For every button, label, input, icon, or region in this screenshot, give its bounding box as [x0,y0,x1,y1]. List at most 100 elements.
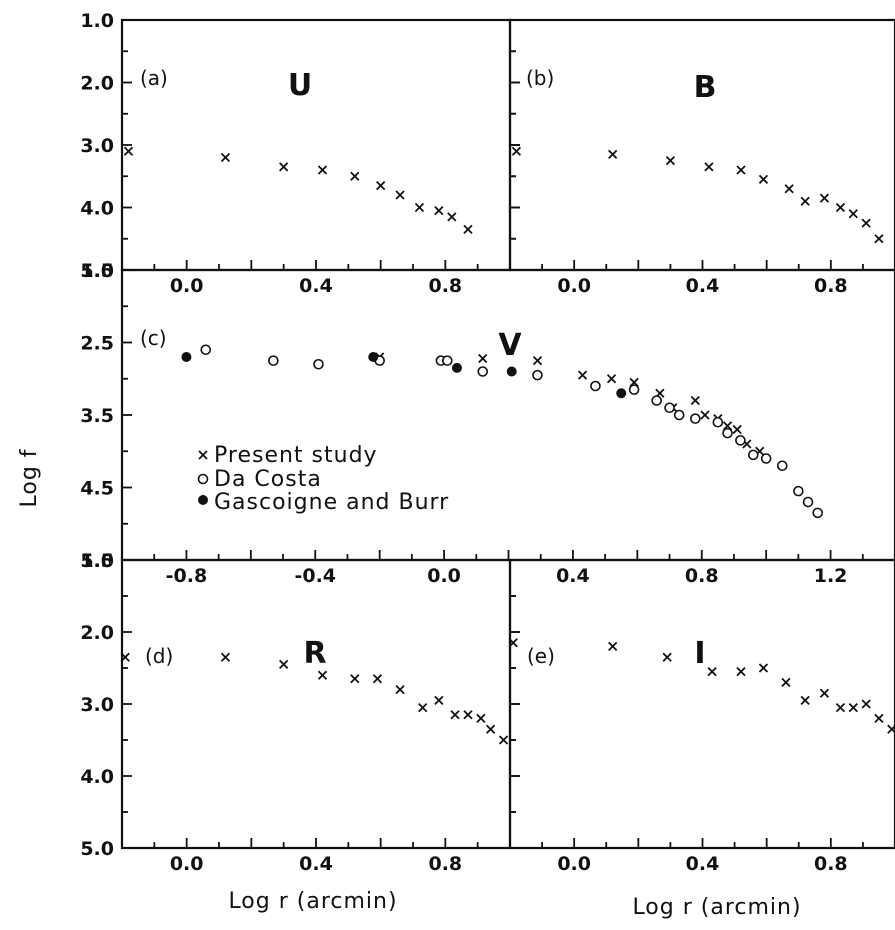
point-gascoigne-burr [506,366,517,377]
point-da-costa [690,413,701,424]
legend-marker-dacosta [197,473,209,485]
point-da-costa [802,496,814,508]
point-da-costa [664,402,675,414]
point-present-study [861,218,871,228]
point-da-costa [712,416,724,428]
band-label: R [303,636,326,671]
point-present-study [279,659,289,670]
point-present-study [532,355,543,366]
point-present-study [279,162,289,172]
point-da-costa [812,507,824,519]
y-tick-label: 4.0 [80,766,114,788]
x-tick-label: 0.0 [170,853,204,875]
point-present-study [434,205,444,216]
point-da-costa [776,460,788,472]
panel-tag: (c) [140,326,167,350]
x-tick-label: 0.0 [170,275,204,297]
point-present-study [784,184,794,194]
point-present-study [848,209,858,219]
point-present-study [835,702,846,713]
x-tick-label: 0.8 [428,275,462,297]
point-gascoigne-burr [368,352,379,362]
panel-tag: (a) [140,66,168,90]
x-tick-label: 0.4 [299,275,333,297]
point-da-costa [651,395,662,406]
point-present-study [819,688,830,698]
point-da-costa [200,344,212,356]
point-present-study [498,735,509,745]
point-present-study [819,193,830,203]
point-present-study [508,638,518,648]
point-da-costa [532,369,543,381]
point-present-study [395,190,405,200]
x-tick-label: 0.8 [814,853,848,875]
x-tick-label: 0.8 [428,853,462,875]
point-present-study [608,641,618,652]
y-tick-label: 5.5 [80,550,114,572]
band-label: I [694,636,705,671]
point-present-study [690,395,700,406]
point-present-study [511,146,522,156]
y-tick-label: 2.5 [80,333,114,355]
point-present-study [722,421,733,431]
point-present-study [447,212,457,222]
x-axis-title-right: Log r (arcmin) [632,895,801,920]
panel-v: -0.8 -0.4 0.0 0.4 0.8 1.2 1.5 2.5 3.5 4.5 5.5 (c) V [80,260,895,587]
panel-tag: (e) [527,644,555,668]
point-da-costa [442,355,453,366]
x-tick-label: -0.8 [166,565,208,587]
point-present-study [463,710,473,720]
point-present-study [835,202,846,213]
x-tick-label: 0.8 [814,275,848,297]
point-present-study [434,695,444,706]
point-present-study [372,674,383,684]
legend: Present study Da Costa Gascoigne and Bur… [197,443,448,515]
point-present-study [418,702,428,713]
point-da-costa [313,358,324,370]
point-present-study [704,162,714,172]
y-tick-label: 1.5 [80,260,114,282]
point-present-study [350,171,360,181]
band-label: B [694,70,717,105]
y-tick-label: 3.0 [80,694,114,716]
y-tick-label: 4.5 [80,478,114,500]
y-tick-label: 5.0 [80,260,114,282]
point-present-study [758,663,769,673]
point-present-study [450,710,460,720]
point-da-costa [747,449,759,461]
point-present-study [414,202,425,213]
point-present-study [758,174,769,185]
panel-b: 0.0 0.4 0.8 (b) B [508,18,895,297]
point-present-study [476,713,486,724]
point-present-study [120,652,130,662]
point-present-study [317,165,328,175]
panel-u: 0.0 0.4 0.8 1.0 2.0 3.0 4.0 5.0 (a) U [80,10,512,297]
y-tick-label: 2.0 [80,622,114,644]
point-da-costa [628,384,640,395]
point-present-study [123,146,134,156]
y-tick-label: 4.0 [80,198,114,220]
band-label: U [288,68,312,103]
x-tick-label: 0.4 [556,565,590,587]
point-present-study [861,699,871,709]
x-tick-label: 0.0 [427,565,461,587]
y-tick-label: 1.0 [80,550,114,572]
x-tick-label: 0.0 [557,853,591,875]
y-tick-label: 1.0 [80,10,114,32]
point-present-study [220,652,231,662]
point-present-study [781,677,791,688]
x-tick-label: 0.4 [686,853,720,875]
point-present-study [736,165,746,175]
point-da-costa [760,453,772,464]
point-present-study [608,149,618,160]
panel-tag: (d) [145,644,173,668]
panel-i: 0.0 0.4 0.8 (e) I [508,558,895,875]
point-present-study [665,155,676,166]
y-tick-label: 3.0 [80,135,114,157]
point-present-study [317,670,328,680]
point-present-study [732,424,742,435]
legend-da-costa: Da Costa [214,467,322,492]
panel-frame [120,558,512,850]
point-da-costa [673,409,685,421]
